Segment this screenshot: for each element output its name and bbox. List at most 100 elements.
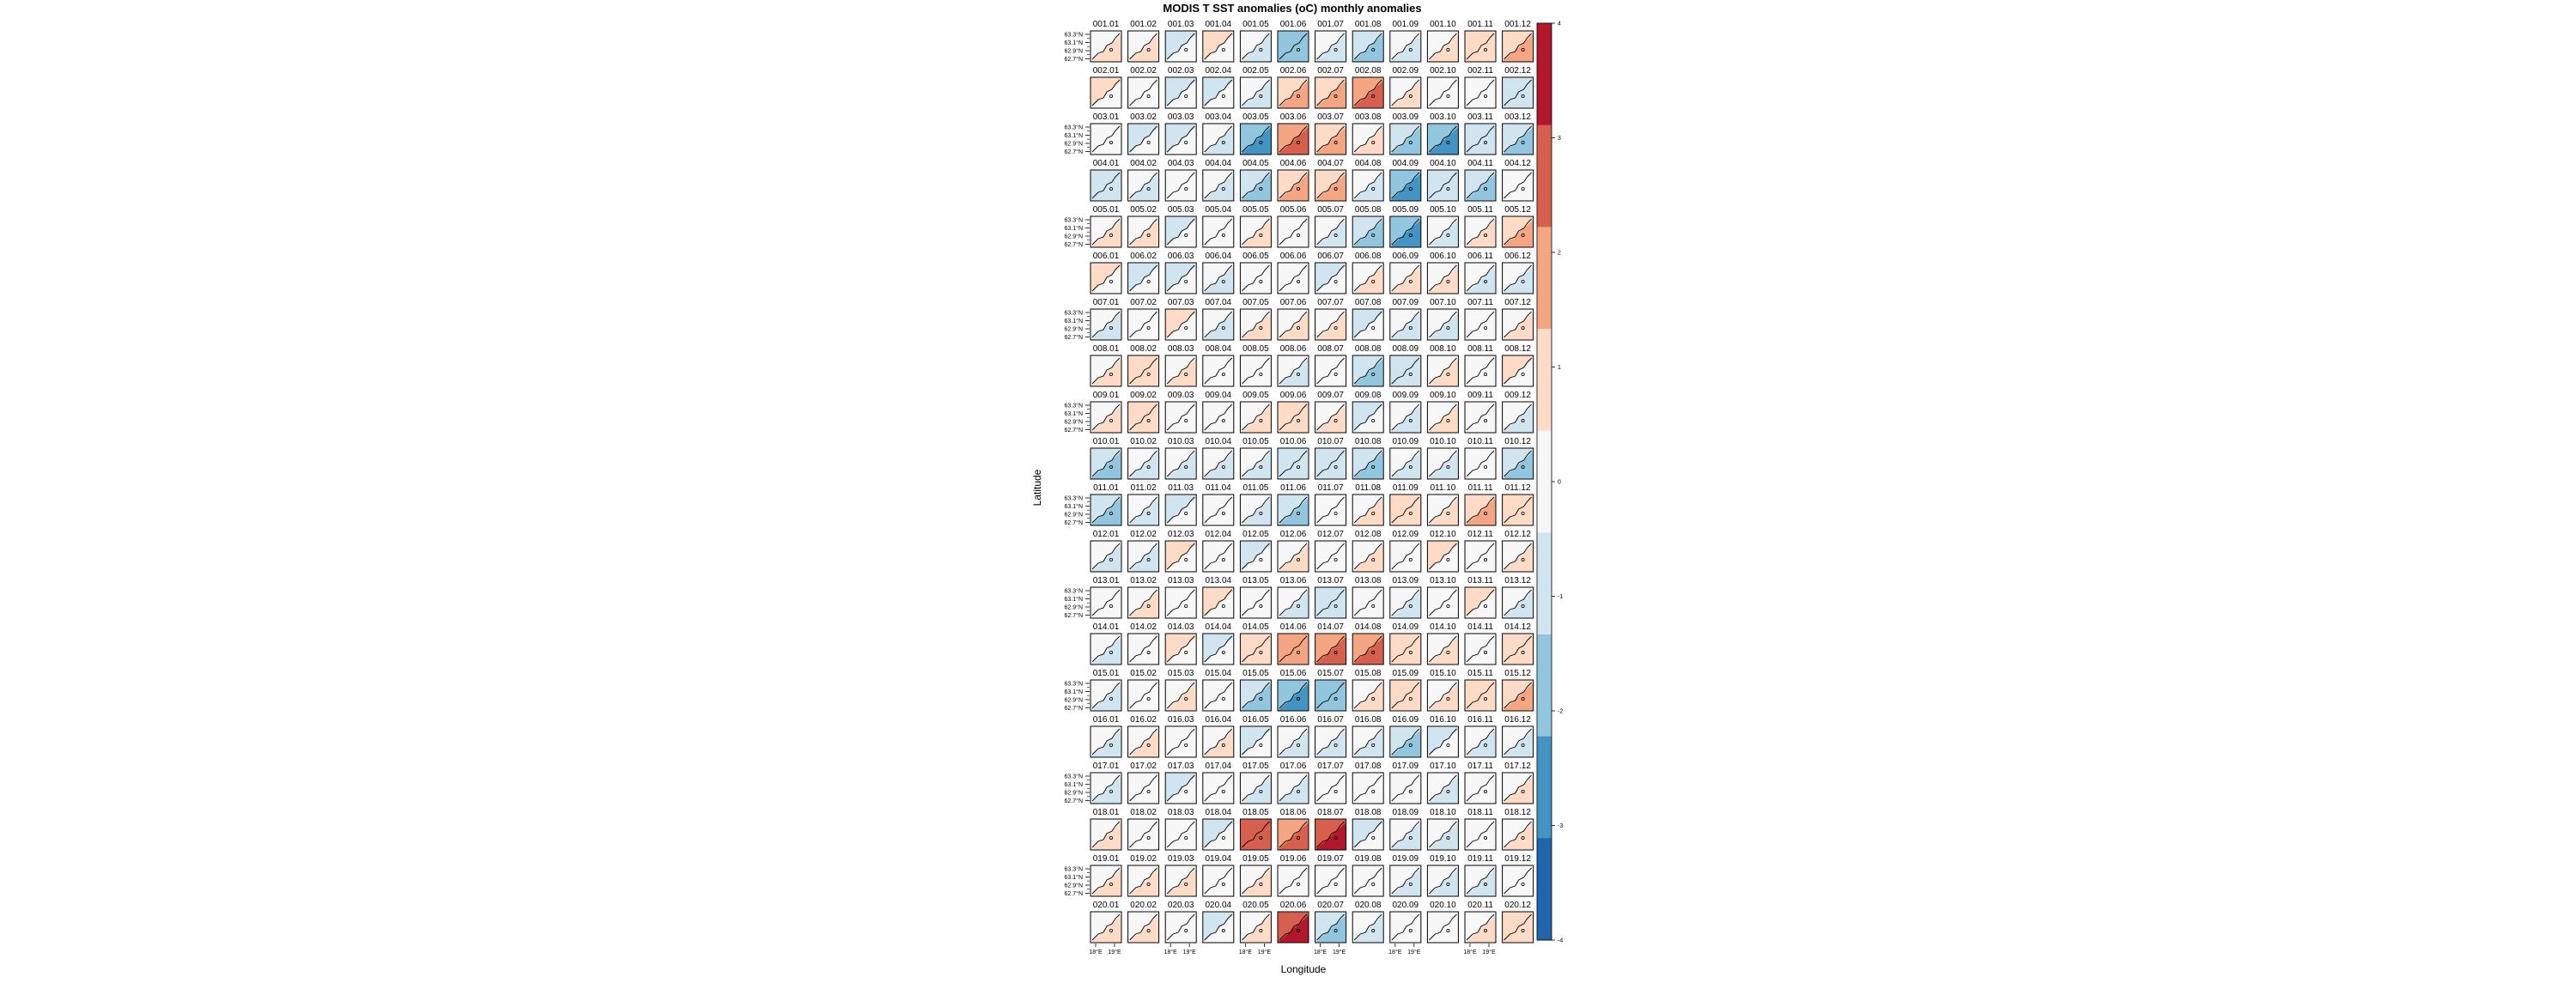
coastline	[1166, 264, 1195, 292]
panel-anomaly-cell	[1502, 34, 1534, 62]
panel-title: 012.07	[1317, 530, 1344, 539]
panel-frame	[1202, 262, 1235, 294]
coastline	[1166, 79, 1195, 106]
island	[1371, 418, 1376, 422]
panel-anomaly-cell	[1202, 405, 1234, 433]
panel-anomaly-cell	[1240, 822, 1272, 850]
panel-frame	[1352, 725, 1384, 758]
y-axis: 63.3°N63.1°N62.9°N62.7°N63.3°N63.1°N62.9…	[1065, 32, 1090, 897]
panel: 019.06	[1277, 854, 1309, 897]
panel-title: 001.01	[1093, 20, 1120, 29]
panel-anomaly-cell	[1278, 220, 1309, 247]
panel-frame	[1277, 865, 1309, 897]
panel-title: 004.04	[1206, 159, 1232, 168]
colorbar-swatch	[1537, 227, 1552, 330]
panel-title: 008.11	[1467, 344, 1493, 354]
panel-anomaly-cell	[1278, 544, 1309, 572]
panel-anomaly-cell	[1165, 915, 1197, 943]
panel-anomaly-cell	[1127, 915, 1159, 943]
panel-frame	[1239, 772, 1272, 804]
coastline	[1429, 404, 1457, 431]
panel: 020.12	[1502, 901, 1534, 944]
panel: 006.03	[1164, 252, 1197, 294]
coastline	[1466, 79, 1495, 106]
panel-anomaly-cell	[1240, 776, 1272, 804]
panel-frame	[1127, 772, 1160, 804]
panel-frame	[1202, 540, 1235, 573]
island	[1334, 558, 1338, 562]
panel: 013.12	[1502, 576, 1534, 619]
panel-anomaly-cell	[1427, 220, 1459, 247]
coastline	[1504, 172, 1532, 199]
panel-anomaly-cell	[1091, 730, 1121, 757]
panel-title: 006.01	[1093, 252, 1120, 261]
panel: 019.09	[1389, 854, 1422, 897]
coastline	[1504, 728, 1532, 755]
panel: 005.08	[1352, 205, 1384, 248]
panel: 011.10	[1426, 483, 1459, 526]
panel-title: 008.01	[1093, 344, 1120, 354]
panel-frame	[1502, 401, 1534, 434]
y-tick-label: 62.9°N	[1065, 604, 1083, 611]
panel: 019.01	[1090, 854, 1122, 897]
panel-frame	[1090, 215, 1122, 248]
island	[1334, 883, 1338, 887]
panel: 014.10	[1426, 622, 1459, 665]
island	[1184, 697, 1188, 701]
panel-frame	[1202, 355, 1235, 387]
panel-frame	[1202, 911, 1235, 944]
panel-anomaly-cell	[1091, 822, 1121, 850]
panel-anomaly-cell	[1165, 683, 1197, 711]
panel: 012.03	[1164, 530, 1197, 573]
coastline	[1091, 218, 1121, 246]
coastline	[1129, 543, 1157, 570]
panel: 002.04	[1202, 66, 1235, 109]
panel-frame	[1315, 540, 1347, 573]
coastline	[1129, 125, 1157, 153]
island	[1184, 883, 1188, 887]
island	[1446, 94, 1450, 99]
panel-title: 008.09	[1393, 344, 1419, 354]
panel-title: 020.05	[1242, 901, 1269, 910]
panel-frame	[1389, 215, 1422, 248]
island	[1446, 465, 1450, 470]
panel-title: 011.09	[1393, 483, 1419, 493]
coastline	[1242, 589, 1270, 616]
panel-title: 003.07	[1317, 112, 1344, 122]
island	[1297, 325, 1301, 330]
panel-anomaly-cell	[1127, 637, 1159, 664]
panel: 001.04	[1202, 20, 1235, 63]
panel-title: 011.02	[1131, 483, 1157, 493]
panel: 009.07	[1315, 391, 1347, 434]
panel: 014.01	[1090, 622, 1122, 665]
panel-title: 019.03	[1168, 854, 1194, 864]
panel-title: 002.01	[1093, 66, 1120, 76]
panel-title: 013.03	[1168, 576, 1194, 586]
panel-title: 018.10	[1430, 808, 1456, 817]
panel: 018.04	[1202, 808, 1235, 851]
panel-title: 007.11	[1467, 298, 1493, 307]
panel: 001.12	[1502, 20, 1534, 63]
island	[1146, 883, 1151, 887]
coastline	[1166, 589, 1195, 616]
y-tick-label: 63.3°N	[1065, 403, 1083, 410]
panel-title: 002.05	[1242, 66, 1269, 76]
panel-title: 016.10	[1430, 715, 1456, 725]
panel-title: 005.03	[1168, 205, 1194, 215]
coastline	[1316, 172, 1345, 199]
panel-frame	[1164, 772, 1197, 804]
panel-anomaly-cell	[1389, 776, 1421, 804]
island	[1334, 94, 1338, 99]
panel-title: 001.05	[1242, 20, 1269, 29]
island	[1334, 233, 1338, 237]
panel-title: 009.09	[1393, 391, 1419, 400]
panel-frame	[1464, 169, 1497, 202]
panel-frame	[1464, 586, 1497, 619]
panel-title: 007.05	[1242, 298, 1269, 307]
panel-title: 019.12	[1504, 854, 1531, 864]
coastline	[1279, 450, 1308, 477]
panel-anomaly-cell	[1165, 173, 1197, 201]
coastline	[1279, 172, 1308, 199]
panel-anomaly-cell	[1389, 822, 1421, 850]
panel-anomaly-cell	[1389, 220, 1421, 247]
